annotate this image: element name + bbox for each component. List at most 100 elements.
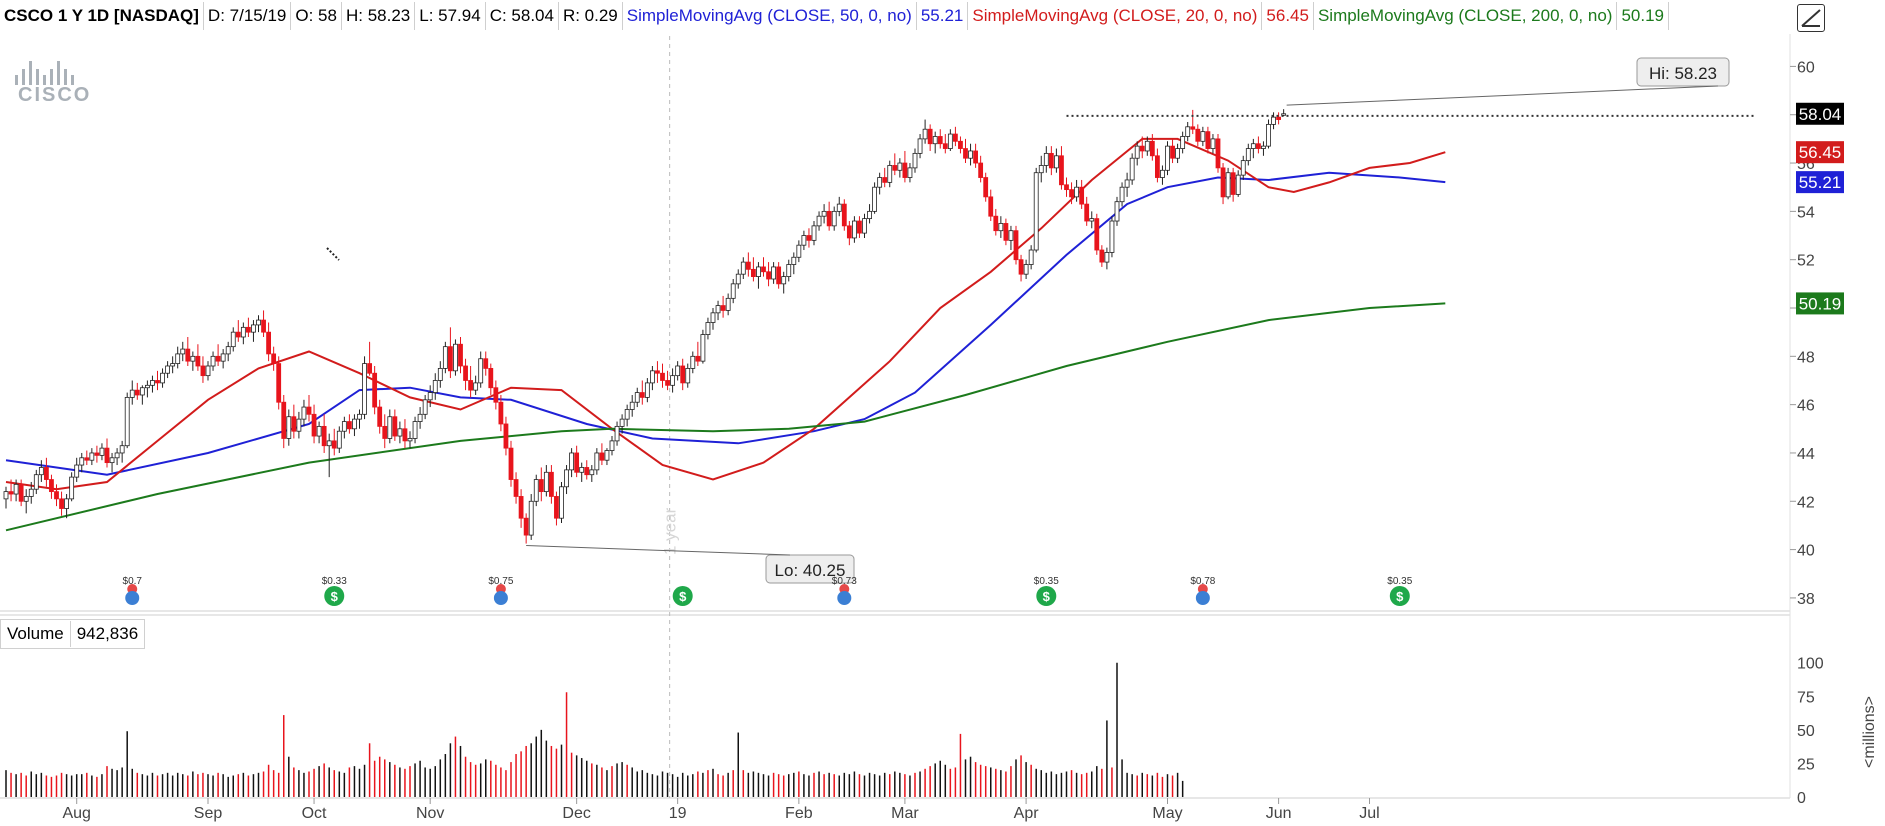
candle-body (781, 276, 787, 285)
candle (710, 308, 716, 330)
candle-body (947, 133, 953, 149)
earnings-icon (125, 591, 140, 605)
candle (79, 452, 85, 473)
candle-body (205, 365, 211, 377)
volume-header: Volume 942,836 (0, 619, 146, 649)
candle-body (695, 355, 701, 362)
volume-tick-label: 75 (1797, 689, 1815, 706)
line-tool-icon[interactable] (1797, 4, 1825, 32)
candle (1129, 153, 1135, 185)
candle (1155, 148, 1160, 183)
candle (634, 387, 640, 408)
candle (776, 262, 782, 289)
cisco-logo-bar (43, 75, 46, 85)
candle-body (114, 452, 120, 459)
candle-body (973, 150, 978, 164)
candle (1240, 155, 1246, 180)
candle-body (251, 324, 256, 333)
candle (872, 182, 877, 214)
candle-body (1149, 140, 1155, 157)
candle (1144, 136, 1150, 156)
candle (831, 206, 837, 231)
candle (771, 262, 776, 284)
candle (730, 279, 736, 304)
sma20-label[interactable]: SimpleMovingAvg (CLOSE, 20, 0, no) (968, 2, 1263, 30)
cisco-logo-bar (36, 69, 39, 85)
candle (589, 465, 595, 482)
candle-body (549, 471, 554, 497)
price-tick-label: 44 (1797, 446, 1815, 463)
candle-body (1054, 155, 1059, 169)
earnings-marker: $0.78 (1190, 576, 1216, 605)
candle-body (1059, 155, 1064, 186)
candle-body (276, 363, 282, 403)
sma20-price-tag: 56.45 (1796, 141, 1844, 164)
candle-body (953, 133, 958, 142)
candle-body (690, 355, 696, 369)
volume-tick-label: 0 (1797, 790, 1806, 807)
candle-body (94, 452, 100, 456)
candle (478, 351, 484, 388)
candle (993, 208, 999, 236)
candle-body (33, 474, 39, 490)
candle (816, 211, 822, 231)
cisco-logo-bar (71, 75, 74, 85)
candle-body (397, 428, 403, 437)
candle-body (559, 486, 564, 519)
sma50-line (5, 171, 1446, 476)
lo-bubble (765, 554, 855, 584)
candle (978, 155, 984, 183)
candle (1215, 134, 1221, 173)
candle-body (155, 380, 160, 384)
candle (311, 404, 317, 444)
sma50-label[interactable]: SimpleMovingAvg (CLOSE, 50, 0, no) (623, 2, 917, 30)
earnings-icon (837, 591, 852, 605)
candle (826, 201, 832, 231)
candle (609, 436, 615, 456)
candle (447, 327, 453, 379)
candle-body (321, 425, 327, 447)
candle-body (1094, 218, 1100, 251)
candle-body (134, 389, 140, 396)
symbol-label[interactable]: CSCO 1 Y 1D [NASDAQ] (0, 2, 204, 30)
candle-body (619, 418, 625, 427)
candle (1043, 146, 1049, 173)
candle (74, 457, 80, 482)
sma200-label[interactable]: SimpleMovingAvg (CLOSE, 200, 0, no) (1314, 2, 1618, 30)
candle-body (730, 283, 736, 299)
candle-body (685, 368, 691, 384)
earnings-icon (493, 591, 508, 605)
last-price-tag-box (1796, 102, 1844, 125)
candle (1230, 167, 1236, 202)
candle (892, 153, 898, 176)
candle (1175, 143, 1180, 164)
candle (8, 479, 14, 502)
candle-body (766, 271, 771, 280)
candle (251, 320, 256, 342)
candle (104, 438, 110, 468)
candle (23, 489, 29, 514)
sma200-price-tag-box (1796, 292, 1844, 315)
candle (266, 322, 272, 362)
time-tick-label: Feb (785, 805, 813, 822)
sma50-price-tag: 55.21 (1796, 171, 1844, 194)
candle-body (1008, 230, 1014, 241)
candle (352, 414, 357, 437)
candle-body (801, 235, 807, 246)
candle (988, 189, 994, 222)
candles (3, 109, 1287, 544)
candle (1094, 213, 1100, 255)
candle-body (1134, 145, 1140, 159)
candle (1245, 143, 1251, 166)
candle-body (180, 348, 186, 355)
candle-body (543, 471, 549, 493)
candle-body (594, 452, 600, 471)
candle-body (857, 220, 862, 234)
candle (983, 172, 989, 202)
candle (64, 494, 69, 519)
chart-header: CSCO 1 Y 1D [NASDAQ] D: 7/15/19 O: 58 H:… (0, 0, 1669, 32)
volume-bars (5, 662, 1184, 797)
candle (483, 351, 489, 376)
candle (1018, 254, 1024, 282)
